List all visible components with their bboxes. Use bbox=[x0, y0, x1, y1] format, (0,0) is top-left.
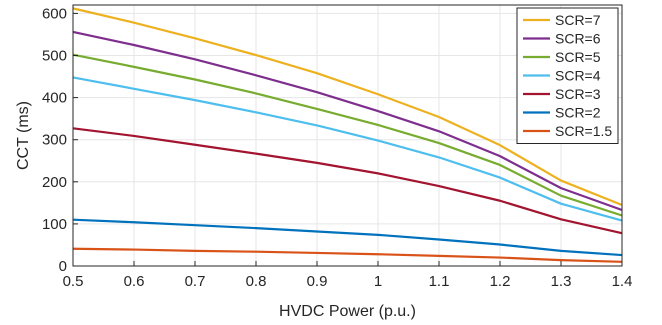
legend-label: SCR=3 bbox=[555, 86, 601, 102]
y-tick-label: 0 bbox=[59, 258, 67, 275]
y-tick-label: 500 bbox=[42, 48, 67, 65]
series-line-scr-7 bbox=[72, 7, 623, 206]
series-line-scr-1-5 bbox=[72, 247, 623, 263]
x-tick-label: 1.2 bbox=[490, 273, 511, 290]
series-line-scr-4 bbox=[72, 76, 623, 222]
legend-label: SCR=2 bbox=[555, 105, 601, 121]
x-tick-label: 0.6 bbox=[124, 273, 145, 290]
series-line-scr-3 bbox=[72, 127, 623, 235]
y-axis-ticks: 0 100 200 300 400 500 600 bbox=[42, 5, 78, 275]
legend-label: SCR=6 bbox=[555, 31, 601, 47]
legend-label: SCR=5 bbox=[555, 49, 601, 65]
legend-label: SCR=4 bbox=[555, 68, 601, 84]
y-tick-label: 400 bbox=[42, 90, 67, 107]
y-tick-label: 200 bbox=[42, 174, 67, 191]
x-tick-label: 1 bbox=[374, 273, 382, 290]
series-line-scr-2 bbox=[72, 218, 623, 257]
x-tick-label: 1.4 bbox=[612, 273, 633, 290]
legend-label: SCR=7 bbox=[555, 12, 601, 28]
y-tick-label: 300 bbox=[42, 132, 67, 149]
x-axis-ticks: 0.5 0.6 0.7 0.8 0.9 1 1.1 1.2 1.3 1.4 bbox=[63, 261, 633, 290]
series-line-scr-5 bbox=[72, 53, 623, 217]
x-tick-label: 1.3 bbox=[551, 273, 572, 290]
x-tick-label: 0.5 bbox=[63, 273, 84, 290]
series-line-scr-6 bbox=[72, 30, 623, 212]
x-tick-label: 0.9 bbox=[307, 273, 328, 290]
plot-area-frame bbox=[72, 4, 623, 267]
x-axis-title: HVDC Power (p.u.) bbox=[279, 303, 416, 320]
x-tick-label: 0.8 bbox=[246, 273, 267, 290]
x-tick-label: 1.1 bbox=[429, 273, 450, 290]
legend-label: SCR=1.5 bbox=[555, 123, 612, 139]
y-tick-label: 600 bbox=[42, 5, 67, 22]
y-tick-label: 100 bbox=[42, 216, 67, 233]
y-axis-title: CCT (ms) bbox=[15, 101, 32, 170]
x-tick-label: 0.7 bbox=[185, 273, 206, 290]
series-lines bbox=[72, 7, 623, 263]
legend: SCR=7 SCR=6 SCR=5 SCR=4 SCR=3 SCR=2 SCR=1.5 bbox=[516, 7, 619, 144]
